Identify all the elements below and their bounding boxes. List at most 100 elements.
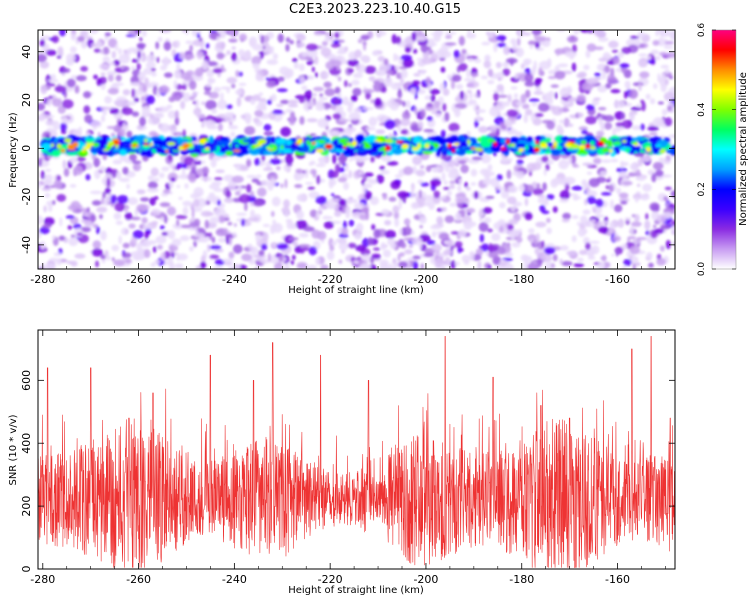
spectrogram-cell xyxy=(428,141,435,146)
spectrogram-cell xyxy=(300,247,310,252)
spectrogram-cell xyxy=(370,156,375,163)
spectrogram-cell xyxy=(171,91,183,101)
spectrogram-cell xyxy=(502,61,510,68)
spectrogram-cell xyxy=(147,240,157,245)
spectrogram-cell xyxy=(306,118,318,123)
spectrogram-cell xyxy=(552,206,558,213)
spectrogram-cell xyxy=(172,163,176,173)
spectrogram-cell xyxy=(316,211,321,217)
spectrogram-cell xyxy=(616,187,622,195)
spectrogram-cell xyxy=(479,233,485,243)
spectrogram-cell xyxy=(231,175,244,184)
spectrogram-cell xyxy=(535,233,540,243)
spectrogram-cell xyxy=(151,220,159,225)
spectrogram-cell xyxy=(303,226,315,232)
spectrogram-cell xyxy=(624,217,632,221)
spectrogram-cell xyxy=(334,86,341,95)
spectrogram-cell xyxy=(480,139,492,148)
spectrogram-cell xyxy=(48,139,55,143)
spectrogram-cell xyxy=(255,73,261,81)
spectrogram-cell xyxy=(163,72,173,78)
spectrogram-cell xyxy=(343,182,350,191)
spectrogram-cell xyxy=(608,229,613,233)
spectrogram-cell xyxy=(249,246,259,255)
spectrogram-cell xyxy=(506,169,512,180)
spectrogram-cell xyxy=(122,166,129,175)
spectrogram-cell xyxy=(523,58,532,65)
spectrogram-cell xyxy=(159,123,170,133)
spectrogram-cell xyxy=(621,112,626,120)
spectrogram-cell xyxy=(662,160,672,165)
spectrogram-cell xyxy=(100,254,107,260)
spectrogram-cell xyxy=(294,245,302,254)
spectrogram-cell xyxy=(147,175,154,181)
spectrogram-cell xyxy=(53,179,63,189)
spectrogram-cell xyxy=(390,180,401,190)
spectrogram-cell xyxy=(516,236,523,243)
spectrogram-cell xyxy=(629,145,641,152)
spectrogram-cell xyxy=(589,140,595,146)
spectrogram-cell xyxy=(261,154,266,162)
spectrogram-cell xyxy=(333,139,339,146)
spectrogram-cell xyxy=(213,188,224,192)
spectrogram-cell xyxy=(104,187,111,195)
spectrogram-cell xyxy=(122,140,133,145)
spectrogram-cell xyxy=(458,229,467,238)
spectrogram-cell xyxy=(38,157,43,167)
spectrogram-cell xyxy=(412,255,421,260)
spectrogram-cell xyxy=(487,245,499,252)
spectrogram-cell xyxy=(589,219,597,223)
spectrogram-cell xyxy=(95,40,103,49)
spectrogram-cell xyxy=(332,154,337,164)
spectrogram-cell xyxy=(178,174,190,180)
spectrogram-cell xyxy=(163,251,171,259)
spectrogram-cell xyxy=(298,232,309,238)
spectrogram-cell xyxy=(114,69,127,73)
spectrogram-cell xyxy=(393,52,397,62)
spectrogram-cell xyxy=(168,244,179,252)
spectrogram-cell xyxy=(206,195,217,202)
spectrogram-cell xyxy=(345,205,351,215)
spectrogram-cell xyxy=(141,105,151,116)
spectrogram-cell xyxy=(578,144,586,150)
spectrogram-cell xyxy=(235,89,243,95)
spectrogram-cell xyxy=(463,77,473,82)
spectrogram-cell xyxy=(257,100,266,111)
spectrogram-cell xyxy=(72,141,79,148)
spectrogram-cell xyxy=(532,117,542,126)
spectrogram-cell xyxy=(533,147,541,153)
spectrogram-cell xyxy=(176,40,180,48)
spectrogram-cell xyxy=(168,180,174,189)
spectrogram-cell xyxy=(635,196,639,203)
spectrogram-cell xyxy=(99,166,106,172)
spectrogram-cell xyxy=(186,70,195,77)
spectrogram-cell xyxy=(357,38,363,44)
spectrogram-cell xyxy=(371,224,376,231)
spectrogram-cell xyxy=(159,30,172,34)
spectrogram-cell xyxy=(430,178,442,187)
spectrogram-cell xyxy=(258,249,265,257)
spectrogram-cell xyxy=(546,227,552,235)
spectrogram-cell xyxy=(342,96,349,105)
spectrogram-cell xyxy=(348,219,355,227)
spectrogram-cell xyxy=(38,53,47,63)
spectrogram-cell xyxy=(228,125,239,130)
spectrogram-cell xyxy=(345,162,349,172)
spectrogram-cell xyxy=(220,92,224,102)
spectrogram-cell xyxy=(161,166,170,172)
spectrogram-cell xyxy=(216,199,221,206)
spectrogram-cell xyxy=(91,200,102,206)
spectrogram-cell xyxy=(113,212,122,220)
spectrogram-cell xyxy=(338,241,349,251)
spectrogram-cell xyxy=(252,43,264,51)
spectrogram-cell xyxy=(139,197,150,202)
spectrogram-cell xyxy=(420,165,425,169)
spectrogram-cell xyxy=(561,147,569,153)
spectrogram-cell xyxy=(454,196,466,204)
spectrogram-cell xyxy=(128,223,136,229)
spectrogram-cell xyxy=(176,63,181,71)
spectrogram-cell xyxy=(386,99,397,108)
spectrogram-cell xyxy=(307,75,315,80)
spectrogram-cell xyxy=(176,219,180,227)
spectrogram-cell xyxy=(448,170,460,180)
